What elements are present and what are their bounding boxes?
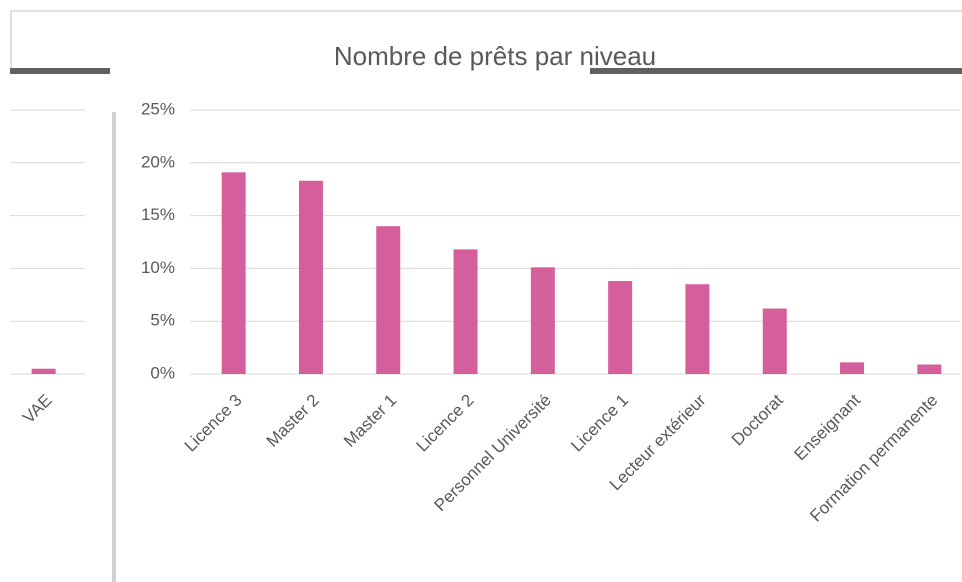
x-tick-label: Formation permanente xyxy=(806,391,941,526)
y-tick-label: 10% xyxy=(141,258,175,277)
x-tick-label: Enseignant xyxy=(790,390,864,464)
y-tick-label: 5% xyxy=(150,311,175,330)
bar xyxy=(31,368,56,374)
overlap-bar xyxy=(10,68,110,74)
y-tick-label: 0% xyxy=(150,363,175,382)
bar xyxy=(840,362,865,374)
overlap-bar xyxy=(590,68,962,74)
x-tick-label: Doctorat xyxy=(728,390,787,449)
x-tick-label: Master 1 xyxy=(340,391,400,451)
bar xyxy=(298,180,323,374)
y-tick-label: 25% xyxy=(141,99,175,118)
bar xyxy=(917,364,942,374)
x-tick-label: Master 2 xyxy=(263,391,323,451)
bar xyxy=(530,267,555,374)
bar xyxy=(685,284,710,374)
x-tick-label: Licence 1 xyxy=(567,391,632,456)
x-tick-label: VAE xyxy=(19,391,56,428)
x-tick-label: Licence 3 xyxy=(181,391,246,456)
y-tick-label: 15% xyxy=(141,205,175,224)
frame-top xyxy=(10,10,962,12)
frame-left xyxy=(10,10,12,68)
bar xyxy=(762,308,787,374)
bar xyxy=(453,249,478,374)
chart-title: Nombre de prêts par niveau xyxy=(334,41,656,71)
bar xyxy=(221,172,246,374)
divider xyxy=(112,112,116,582)
bar xyxy=(376,226,401,374)
bar xyxy=(608,281,633,374)
x-tick-label: Licence 2 xyxy=(413,391,478,456)
y-tick-label: 20% xyxy=(141,152,175,171)
